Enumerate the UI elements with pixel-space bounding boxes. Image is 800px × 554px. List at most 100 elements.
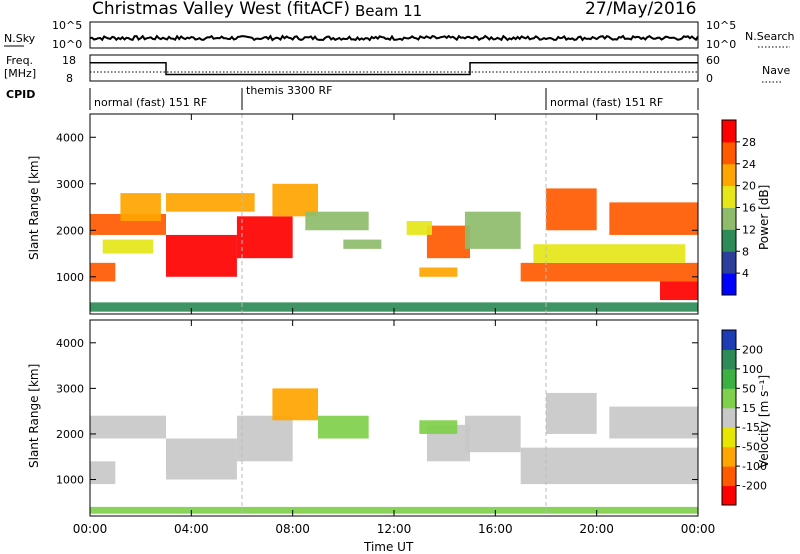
heatmap-cell (90, 415, 166, 439)
heatmap-cell (318, 415, 369, 439)
cpid-segment-label: normal (fast) 151 RF (550, 96, 663, 109)
velocity-panel-frame (89, 319, 699, 517)
beam-label: Beam 11 (355, 2, 422, 20)
cpid-label: CPID (6, 88, 35, 101)
y-tick-label: 2000 (56, 428, 84, 441)
colorbar-segment (722, 330, 736, 350)
heatmap-cell (166, 438, 237, 480)
power-colorbar-label: Power [dB] (757, 185, 771, 250)
cpid-segment-label: themis 3300 RF (246, 84, 333, 97)
nsearch-tick-bottom: 10^0 (706, 38, 736, 51)
nsky-trace (89, 34, 699, 42)
colorbar-tick-label: 12 (742, 223, 756, 236)
x-tick-label: 12:00 (377, 522, 412, 536)
heatmap-cell (546, 392, 597, 434)
colorbar-segment (722, 273, 736, 296)
x-tick-label: 20:00 (579, 522, 614, 536)
freq-tick-bottom: 8 (66, 72, 73, 85)
x-tick-label: 00:00 (681, 522, 716, 536)
freq-label: Freq. (6, 54, 33, 67)
heatmap-cell (102, 239, 154, 254)
colorbar-segment (722, 388, 736, 409)
nave-tick-top: 60 (706, 54, 720, 67)
colorbar-tick-label: 100 (742, 363, 763, 376)
colorbar-tick-label: 20 (742, 180, 756, 193)
heatmap-cell (343, 239, 382, 249)
colorbar-frame (721, 329, 737, 506)
colorbar-segment (722, 207, 736, 230)
x-axis-label: Time UT (363, 540, 414, 554)
heatmap-cell (90, 302, 698, 312)
freq-trace (90, 62, 698, 76)
colorbar-segment (722, 141, 736, 165)
nsky-label: N.Sky (4, 32, 36, 45)
nsearch-tick-top: 10^5 (706, 19, 736, 32)
colorbar-segment (722, 229, 736, 252)
heatmap-cell (464, 211, 521, 249)
x-tick-label: 08:00 (275, 522, 310, 536)
heatmap-cell (272, 388, 318, 421)
colorbar-segment (722, 407, 736, 428)
power-ylabel: Slant Range [km] (27, 156, 41, 260)
colorbar-segment (722, 185, 736, 208)
nsky-tick-bottom: 10^0 (52, 38, 82, 51)
velocity-colorbar-label: Velocity [m s⁻¹] (757, 375, 771, 468)
heatmap-cell (272, 183, 318, 217)
colorbar-tick-label: -50 (742, 441, 760, 454)
colorbar-segment (722, 485, 736, 506)
date-label: 27/May/2016 (585, 0, 697, 19)
colorbar-tick-label: 200 (742, 343, 763, 356)
colorbar-tick-label: 28 (742, 136, 756, 149)
heatmap-cell (520, 447, 698, 485)
heatmap-cell (533, 244, 686, 263)
plot-title: Christmas Valley West (fitACF) (92, 0, 350, 19)
y-tick-label: 3000 (56, 382, 84, 395)
freq-unit: [MHz] (4, 67, 36, 80)
y-tick-label: 4000 (56, 131, 84, 144)
velocity-ylabel: Slant Range [km] (27, 364, 41, 468)
colorbar-segment (722, 427, 736, 448)
nsky-panel-frame (89, 21, 699, 49)
power-colorbar: 28 24 20 16 12 8 4 (721, 119, 756, 296)
freq-panel-frame (89, 54, 699, 82)
velocity-colorbar: 200 100 50 15 -15 -50 -100 -200 (721, 329, 767, 506)
x-tick-label: 16:00 (478, 522, 513, 536)
heatmap-cell (546, 188, 597, 231)
x-tick-label: 04:00 (174, 522, 209, 536)
heatmap-cell (90, 461, 116, 485)
heatmap-cell (609, 202, 698, 235)
power-y-axis: 4000 3000 2000 1000 (56, 131, 698, 284)
colorbar-segment (722, 368, 736, 389)
colorbar-tick-label: 8 (742, 245, 749, 258)
y-tick-label: 4000 (56, 337, 84, 350)
colorbar-segment (722, 349, 736, 370)
nsearch-label: N.Search (745, 30, 795, 43)
colorbar-segment (722, 120, 736, 143)
heatmap-cell (426, 225, 470, 259)
colorbar-segment (722, 251, 736, 274)
heatmap-cell (166, 193, 255, 212)
heatmap-cell (236, 216, 293, 259)
freq-tick-top: 18 (62, 54, 76, 67)
y-tick-label: 1000 (56, 474, 84, 487)
colorbar-segment (722, 466, 736, 487)
y-tick-label: 2000 (56, 224, 84, 237)
colorbar-tick-label: -200 (742, 480, 767, 493)
heatmap-cell (520, 262, 698, 282)
heatmap-cell (120, 193, 161, 221)
velocity-heatmap (90, 320, 698, 516)
heatmap-cell (406, 220, 432, 235)
colorbar-tick-label: 50 (742, 382, 756, 395)
heatmap-cell (419, 420, 458, 434)
cpid-segment-label: normal (fast) 151 RF (94, 96, 207, 109)
heatmap-cell (419, 267, 458, 277)
nave-tick-bottom: 0 (706, 72, 713, 85)
heatmap-cell (236, 415, 293, 462)
power-panel-frame (89, 113, 699, 315)
colorbar-tick-label: -15 (742, 421, 760, 434)
colorbar-segment (722, 163, 736, 187)
y-tick-label: 3000 (56, 178, 84, 191)
velocity-y-axis: 4000 3000 2000 1000 (56, 337, 698, 487)
heatmap-cell (305, 211, 369, 231)
